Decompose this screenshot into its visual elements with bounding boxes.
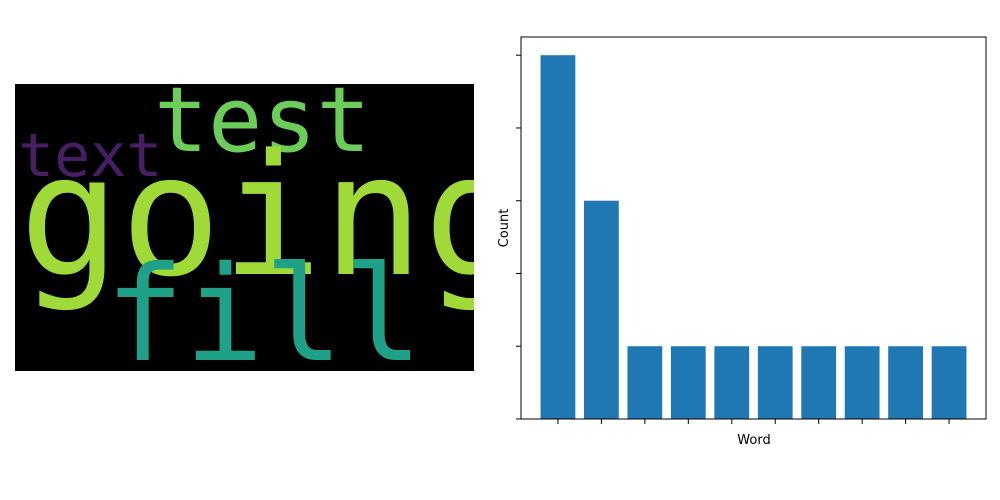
word-cloud-canvas: text test going fill [18, 84, 474, 371]
bar-10 [931, 346, 967, 419]
word-cloud: text test going fill [15, 84, 474, 371]
word-cloud-word-test: test [154, 84, 371, 173]
bar-8 [844, 346, 880, 419]
bar-3 [627, 346, 663, 419]
bar-9 [888, 346, 923, 419]
word-cloud-word-text: text [18, 121, 163, 191]
x-axis-ticks [557, 419, 950, 424]
plot-frame [520, 36, 987, 420]
bar-4 [670, 346, 706, 419]
word-cloud-word-fill: fill [105, 238, 423, 371]
bar-series [540, 55, 967, 419]
bar-7 [801, 346, 837, 419]
bar-2 [584, 200, 619, 419]
y-axis-ticks [516, 54, 521, 420]
x-axis-label: Word [737, 433, 770, 448]
bar-6 [757, 346, 793, 419]
y-axis-label: Count [497, 209, 512, 248]
bar-1 [540, 55, 576, 419]
word-cloud-word-going: going [19, 118, 474, 314]
bar-5 [714, 346, 750, 419]
